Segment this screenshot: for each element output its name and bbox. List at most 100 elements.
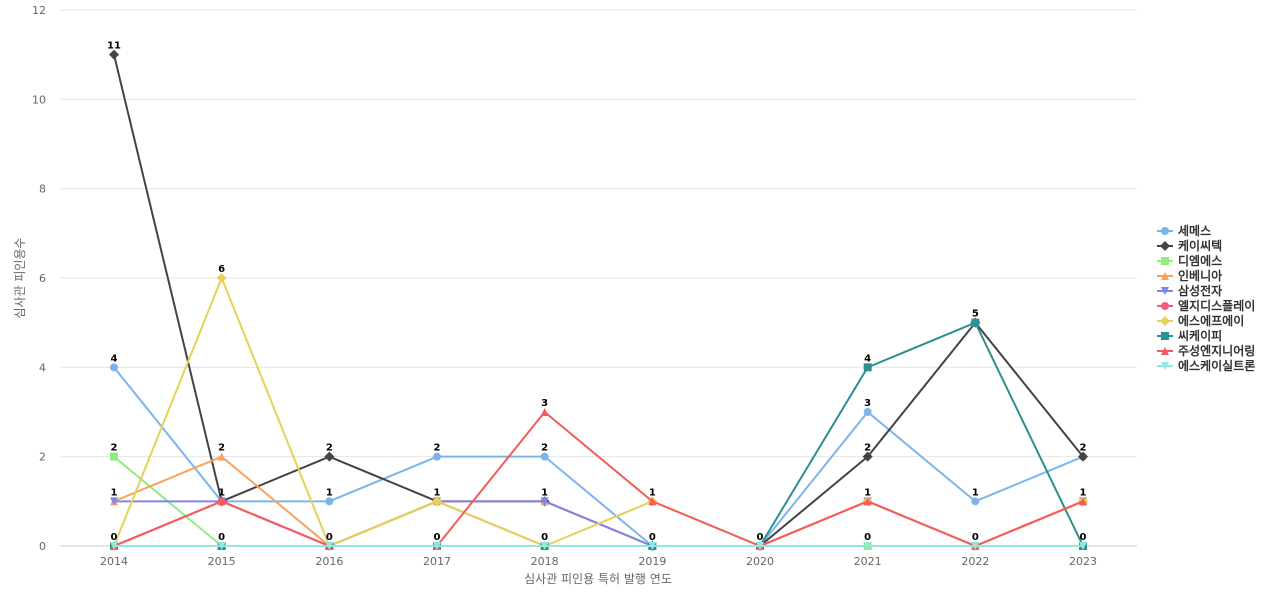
- legend-item[interactable]: 씨케이피: [1157, 328, 1222, 343]
- legend-item[interactable]: 삼성전자: [1157, 283, 1222, 298]
- data-point: [971, 318, 980, 327]
- data-point: [648, 497, 657, 506]
- legend-marker: [1161, 257, 1169, 265]
- data-label: 1: [972, 487, 979, 498]
- data-point: [971, 542, 980, 550]
- x-tick-label: 2022: [961, 555, 989, 568]
- legend-label: 인베니아: [1178, 268, 1222, 283]
- legend-label: 세메스: [1178, 223, 1211, 238]
- data-label: 0: [864, 532, 871, 543]
- series-line: [113, 54, 1084, 547]
- data-point: [216, 273, 227, 283]
- data-point: [110, 363, 118, 372]
- series-line: [114, 321, 1084, 547]
- data-label: 3: [541, 398, 548, 409]
- data-point: [1079, 542, 1087, 550]
- series-line: [113, 411, 1084, 547]
- data-label: 2: [434, 443, 441, 454]
- data-point: [648, 542, 657, 550]
- data-label: 0: [972, 532, 979, 543]
- data-point: [217, 497, 226, 506]
- data-point: [325, 542, 334, 550]
- data-label: 4: [111, 353, 118, 364]
- data-label: 0: [757, 532, 764, 543]
- legend-item[interactable]: 주성엔지니어링: [1157, 343, 1255, 358]
- data-label: 1: [111, 487, 118, 498]
- y-tick-label: 10: [32, 93, 46, 106]
- data-point: [540, 497, 549, 506]
- series-10: [110, 542, 1087, 550]
- legend-label: 케이씨텍: [1178, 238, 1222, 253]
- data-label: 2: [541, 443, 548, 454]
- legend-marker: [1161, 227, 1169, 235]
- data-point: [971, 497, 980, 506]
- legend-item[interactable]: 세메스: [1157, 223, 1211, 238]
- legend-marker: [1160, 241, 1170, 251]
- series-9: [110, 408, 1087, 550]
- data-point: [756, 542, 764, 550]
- data-point: [217, 542, 226, 550]
- data-point: [432, 496, 442, 507]
- data-label: 1: [1080, 487, 1087, 498]
- legend-item[interactable]: 에스에프에이: [1157, 313, 1244, 328]
- data-label: 1: [434, 487, 441, 498]
- y-tick-label: 12: [32, 4, 46, 17]
- data-point: [540, 452, 549, 461]
- data-label: 0: [111, 532, 118, 543]
- data-point: [540, 542, 549, 550]
- data-point: [433, 452, 441, 461]
- data-label: 2: [864, 443, 871, 454]
- x-tick-label: 2017: [423, 555, 451, 568]
- series-7: [109, 273, 1088, 551]
- legend-item[interactable]: 케이씨텍: [1157, 238, 1222, 253]
- data-label: 0: [326, 532, 333, 543]
- data-point: [433, 542, 441, 550]
- legend-marker: [1160, 316, 1170, 326]
- legend-marker: [1161, 272, 1169, 280]
- data-label: 4: [864, 353, 871, 364]
- series-2: [109, 49, 1088, 551]
- data-label: 11: [107, 41, 121, 52]
- legend[interactable]: 세메스케이씨텍디엠에스인베니아삼성전자엘지디스플레이에스에프에이씨케이피주성엔지…: [1157, 223, 1255, 373]
- x-axis-title: 심사관 피인용 특허 발행 연도: [524, 571, 672, 586]
- data-label: 3: [864, 398, 871, 409]
- data-point: [863, 497, 872, 506]
- data-point: [863, 408, 872, 416]
- data-point: [110, 452, 118, 461]
- legend-marker: [1161, 362, 1169, 370]
- x-tick-label: 2020: [746, 555, 774, 568]
- legend-item[interactable]: 디엠에스: [1157, 253, 1222, 268]
- data-label: 6: [218, 264, 225, 275]
- x-tick-label: 2015: [208, 555, 236, 568]
- data-point: [540, 408, 549, 416]
- data-point: [863, 363, 872, 372]
- y-axis-ticks: 0 2 4 6 8 10 12: [32, 4, 46, 553]
- data-point: [863, 542, 872, 550]
- legend-item[interactable]: 에스케이실트론: [1157, 358, 1255, 373]
- data-label: 2: [218, 443, 225, 454]
- data-label: 0: [649, 532, 656, 543]
- x-tick-label: 2023: [1069, 555, 1097, 568]
- data-point: [1078, 451, 1088, 462]
- legend-label: 주성엔지니어링: [1178, 343, 1255, 358]
- x-tick-label: 2018: [531, 555, 559, 568]
- data-label: 1: [864, 487, 871, 498]
- legend-label: 디엠에스: [1178, 253, 1222, 268]
- y-tick-label: 0: [39, 540, 46, 553]
- legend-label: 에스케이실트론: [1178, 358, 1255, 373]
- legend-marker: [1161, 347, 1169, 355]
- x-tick-label: 2019: [638, 555, 666, 568]
- data-label: 1: [326, 487, 333, 498]
- legend-label: 에스에프에이: [1178, 313, 1244, 328]
- y-tick-label: 8: [39, 183, 46, 196]
- legend-item[interactable]: 엘지디스플레이: [1157, 298, 1255, 313]
- data-point: [862, 451, 873, 462]
- x-tick-label: 2016: [315, 555, 343, 568]
- data-label: 2: [1080, 443, 1087, 454]
- data-point: [110, 497, 118, 506]
- legend-item[interactable]: 인베니아: [1157, 268, 1222, 283]
- series-lines: [109, 49, 1088, 551]
- data-point: [325, 497, 334, 506]
